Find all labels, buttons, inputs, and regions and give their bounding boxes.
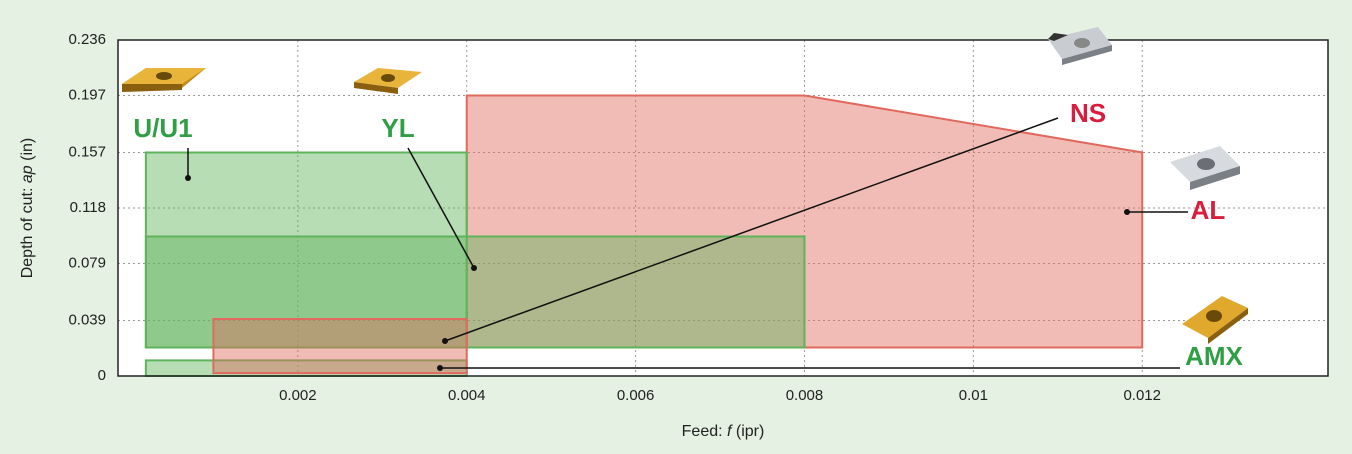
leader-line [407,147,475,269]
leader-dot [1124,209,1130,215]
x-tick-label: 0.008 [786,387,824,404]
y-axis-label-part: ap [19,165,36,183]
region-label: YL [381,113,414,143]
x-tick-label: 0.012 [1123,387,1161,404]
region [212,318,468,375]
leader-dot [437,365,443,371]
plot-layer [118,39,1328,377]
x-tick-label: 0.002 [279,387,317,404]
leader-dot [185,175,191,181]
y-tick-label: 0.236 [68,31,106,48]
plot-border [117,39,1329,377]
y-axis-label: Depth of cut: ap (in) [19,138,36,279]
y-tick-label: 0.197 [68,86,106,103]
y-tick-label: 0 [98,367,106,384]
leader-line [444,117,1059,342]
x-tick-label: 0.006 [617,387,655,404]
x-axis-label-part: (ipr) [731,423,764,440]
x-tick-label: 0.01 [959,387,988,404]
y-tick-label: 0.118 [70,199,106,216]
region [465,94,1144,349]
region-label: NS [1070,98,1106,128]
y-axis-label-part: Depth of cut: [19,183,36,278]
region-label: AMX [1185,341,1243,371]
x-tick-label: 0.004 [448,387,486,404]
leader-dot [442,338,448,344]
x-axis-label-part: Feed: [682,423,727,440]
x-axis-label: Feed: f (ipr) [682,423,765,440]
y-tick-label: 0.157 [68,143,106,160]
region-label: AL [1191,195,1226,225]
y-tick-label: 0.039 [68,311,106,328]
y-axis-label-part: (in) [19,138,36,166]
insert-icons [122,27,1248,344]
region-label: U/U1 [133,113,192,143]
leader-dot [471,265,477,271]
x-axis-label-part: f [727,423,733,440]
y-tick-label: 0.079 [68,254,106,271]
